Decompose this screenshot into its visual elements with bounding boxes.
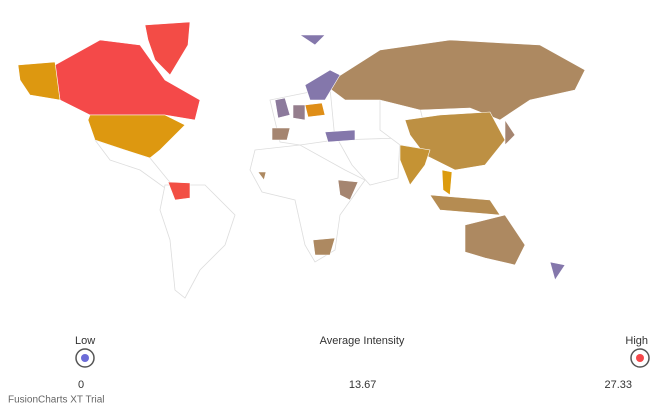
region [324, 129, 356, 143]
region [441, 169, 453, 196]
region [299, 34, 326, 46]
region [324, 39, 586, 121]
region [404, 111, 506, 171]
region [304, 69, 341, 101]
land [249, 144, 366, 263]
region [274, 97, 291, 119]
legend-tick-label: 13.67 [349, 379, 377, 391]
region [87, 114, 186, 159]
region [271, 127, 291, 141]
region [399, 144, 431, 186]
legend-handle-dot [81, 354, 89, 362]
regions [17, 21, 586, 281]
base-land [93, 87, 431, 299]
region [257, 171, 267, 181]
legend-tick-label: 27.33 [604, 379, 632, 391]
legend-high-label: High [625, 335, 648, 347]
footer: FusionCharts XT Trial [8, 395, 105, 406]
legend-handle-dot [636, 354, 644, 362]
legend-tick-label: 0 [78, 379, 84, 391]
region [304, 102, 326, 118]
region [167, 181, 191, 201]
land [337, 137, 401, 186]
legend-low-label: Low [75, 335, 95, 347]
region [337, 179, 359, 201]
region [312, 237, 336, 256]
region [17, 61, 61, 101]
region [292, 104, 306, 121]
region [464, 214, 526, 266]
region [144, 21, 191, 76]
land [159, 184, 236, 299]
region [54, 39, 201, 121]
region [504, 119, 516, 146]
region [429, 194, 501, 216]
legend-title: Average Intensity [320, 335, 405, 347]
region [549, 261, 566, 281]
